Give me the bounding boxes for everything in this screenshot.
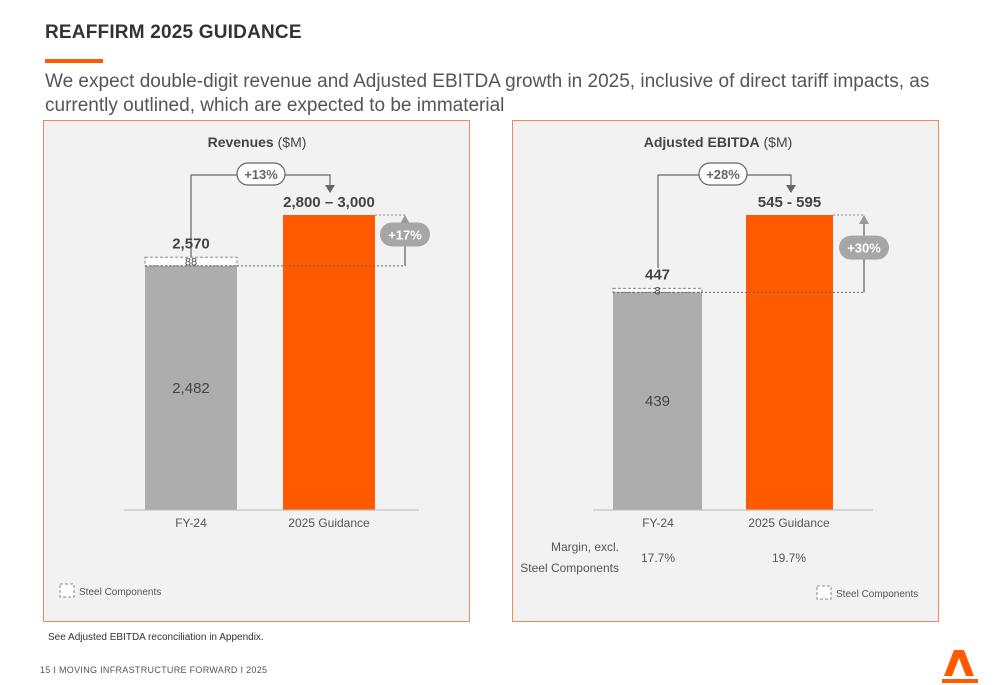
side-growth-badge [380, 222, 430, 247]
chart-title: Adjusted EBITDA ($M) [644, 134, 793, 150]
guidance-bar [283, 215, 375, 510]
page-title: REAFFIRM 2025 GUIDANCE [45, 22, 302, 43]
legend-label: Steel Components [836, 589, 918, 600]
growth-badge [698, 162, 748, 186]
side-growth-label: +30% [847, 241, 881, 256]
ebitda-panel: Adjusted EBITDA ($M) +28% +30% 447 8 439… [512, 120, 939, 622]
guidance-bar [746, 215, 833, 510]
fy24-steel-label: 88 [185, 257, 197, 269]
page-subtitle: We expect double-digit revenue and Adjus… [45, 71, 930, 116]
fy24-total-label: 2,570 [172, 235, 210, 252]
growth-label: +13% [244, 167, 278, 182]
guidance-label: 545 - 595 [758, 194, 821, 211]
x-tick-fy24: FY-24 [175, 516, 207, 530]
x-tick-guidance: 2025 Guidance [288, 516, 370, 530]
guidance-label: 2,800 – 3,000 [283, 194, 375, 211]
fy24-total-label: 447 [645, 266, 670, 283]
margin-label-line1: Margin, excl. [551, 540, 619, 554]
fy24-base-label: 2,482 [172, 380, 210, 397]
side-growth-arrowhead [859, 215, 869, 224]
fy24-base-bar [613, 292, 702, 510]
side-growth-badge [839, 235, 889, 260]
growth-arrowhead [325, 185, 335, 193]
legend-swatch [59, 583, 75, 598]
legend-swatch [816, 585, 832, 600]
fy24-base-label: 439 [645, 393, 670, 410]
margin-label-line2: Steel Components [520, 561, 619, 575]
x-tick-guidance: 2025 Guidance [748, 516, 830, 530]
legend-label: Steel Components [79, 587, 161, 598]
margin-value-fy24: 17.7% [641, 551, 675, 565]
fy24-steel-label: 8 [654, 285, 660, 297]
side-growth-label: +17% [388, 227, 422, 242]
margin-value-guidance: 19.7% [772, 551, 806, 565]
chart-title: Revenues ($M) [208, 134, 307, 150]
revenues-panel: Revenues ($M) +13% +17% 2,570 88 2,482 2… [43, 120, 470, 622]
title-accent-rule [45, 59, 103, 63]
growth-badge [236, 162, 286, 186]
fy24-base-bar [145, 265, 237, 510]
side-growth-arrowhead [400, 215, 410, 224]
growth-arrowhead [786, 185, 796, 193]
footer: 15 I MOVING INFRASTRUCTURE FORWARD I 202… [40, 665, 268, 675]
x-tick-fy24: FY-24 [642, 516, 674, 530]
ebitda-chart: Adjusted EBITDA ($M) +28% +30% 447 8 439… [520, 134, 918, 600]
company-logo [942, 650, 978, 683]
growth-label: +28% [706, 167, 740, 182]
footnote: See Adjusted EBITDA reconciliation in Ap… [48, 632, 264, 643]
revenues-chart: Revenues ($M) +13% +17% 2,570 88 2,482 2… [59, 134, 430, 598]
